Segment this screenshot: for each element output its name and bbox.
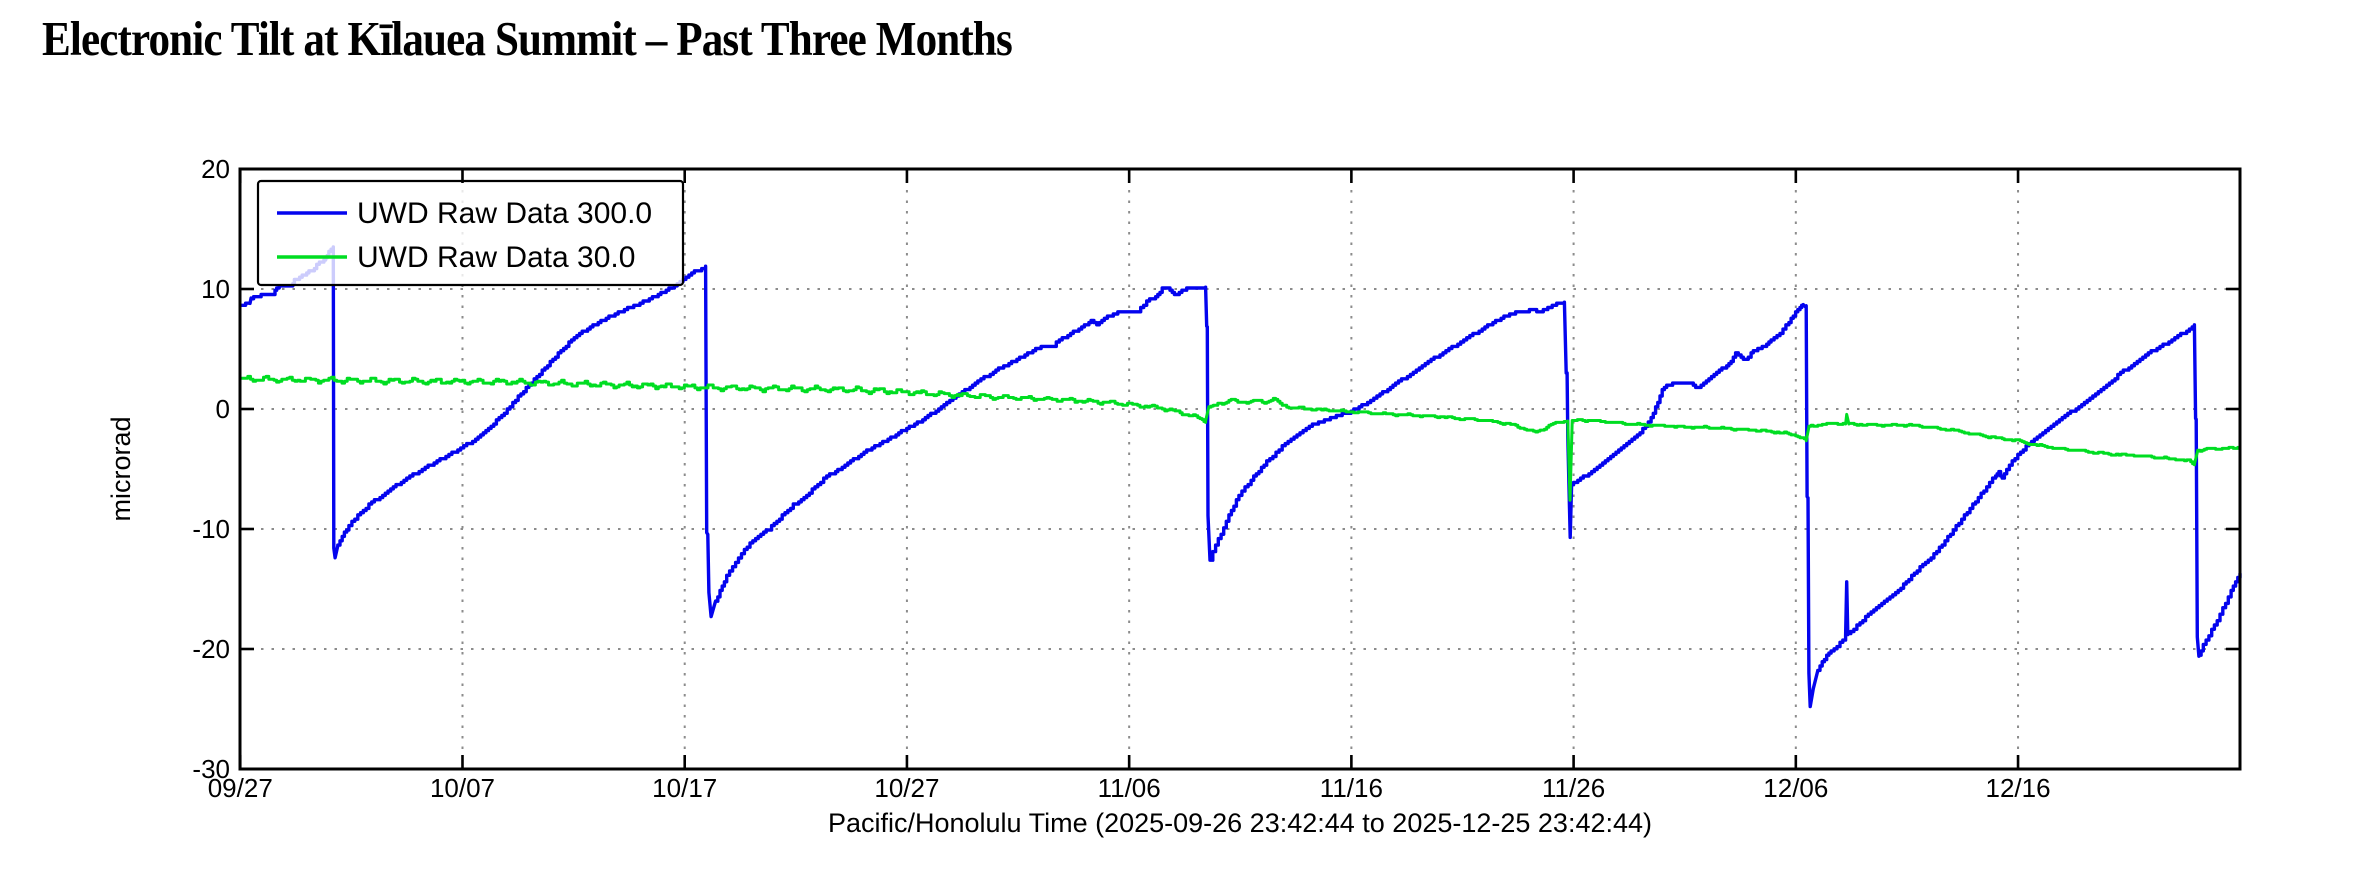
y-tick-label: -10 bbox=[192, 514, 230, 544]
legend-label: UWD Raw Data 30.0 bbox=[357, 241, 635, 274]
y-tick-label: 0 bbox=[216, 394, 230, 424]
x-tick-label: 10/27 bbox=[874, 773, 939, 803]
legend-box bbox=[256, 179, 685, 287]
series-line-uwd-raw-30 bbox=[240, 374, 2242, 502]
y-axis-label: microrad bbox=[106, 416, 136, 521]
x-tick-label: 11/26 bbox=[1542, 773, 1605, 803]
y-tick-label: 10 bbox=[201, 274, 230, 304]
x-tick-label: 09/27 bbox=[208, 773, 273, 803]
x-tick-label: 11/16 bbox=[1320, 773, 1383, 803]
x-tick-label: 12/16 bbox=[1986, 773, 2051, 803]
y-tick-label: -20 bbox=[192, 634, 230, 664]
y-tick-label: 20 bbox=[201, 154, 230, 184]
chart-title: Electronic Tilt at Kīlauea Summit – Past… bbox=[42, 11, 1013, 66]
series-line-uwd-raw-300 bbox=[240, 245, 2242, 709]
plot-border bbox=[238, 167, 2242, 771]
legend-label: UWD Raw Data 300.0 bbox=[357, 197, 652, 230]
x-tick-label: 10/17 bbox=[652, 773, 717, 803]
x-tick-label: 10/07 bbox=[430, 773, 495, 803]
x-axis-label: Pacific/Honolulu Time (2025-09-26 23:42:… bbox=[828, 808, 1652, 838]
y-tick-label: -30 bbox=[192, 754, 230, 784]
x-tick-label: 12/06 bbox=[1763, 773, 1828, 803]
x-tick-label: 11/06 bbox=[1098, 773, 1161, 803]
